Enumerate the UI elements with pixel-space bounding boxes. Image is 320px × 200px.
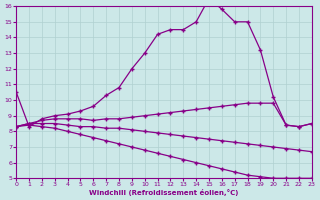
X-axis label: Windchill (Refroidissement éolien,°C): Windchill (Refroidissement éolien,°C) [89,189,239,196]
